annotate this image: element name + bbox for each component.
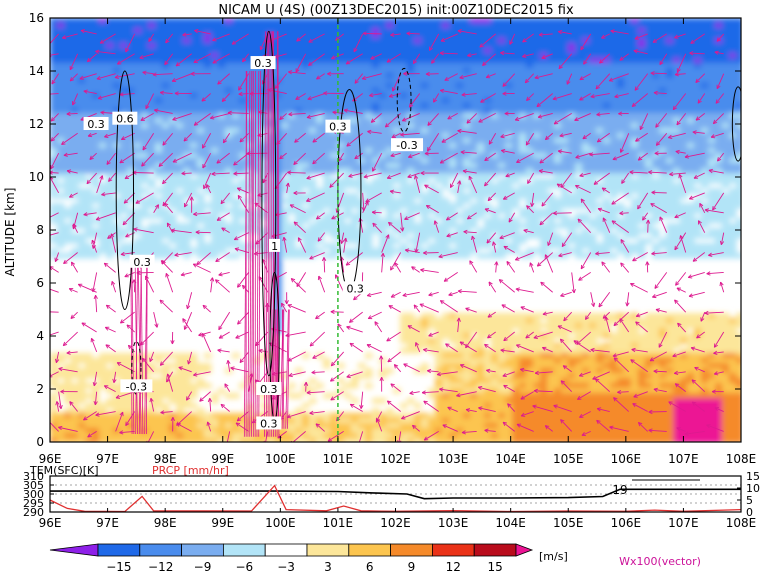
- chart-title: NICAM U (4S) (00Z13DEC2015) init:00Z10DE…: [218, 3, 574, 18]
- contour-label: 0.3: [329, 121, 347, 134]
- precipitation-tick-label: 5: [746, 494, 753, 507]
- temperature-tick-label: 290: [23, 506, 44, 519]
- x-tick-label: 108E: [726, 452, 757, 466]
- x-tick-label: 101E: [323, 452, 354, 466]
- colorbar-box: [390, 543, 433, 557]
- x-tick-label: 99E: [211, 452, 234, 466]
- precipitation-line: [49, 484, 742, 513]
- colorbar-tick-label: 6: [366, 560, 374, 574]
- contour-label: 0.6: [116, 113, 134, 126]
- colorbar-min-arrow: [49, 543, 99, 557]
- y-tick-label: 6: [36, 276, 44, 290]
- colorbar-tick-label: −15: [106, 560, 131, 574]
- colorbar-tick-label: −6: [235, 560, 253, 574]
- precipitation-label: PRCP [mm/hr]: [152, 464, 229, 477]
- colorbar-box: [348, 543, 391, 557]
- x-tick-label: 105E: [553, 452, 584, 466]
- colorbar-box: [97, 543, 141, 557]
- bottom-x-tick-label: 96E: [39, 516, 62, 530]
- contour-label: 0.3: [254, 57, 272, 70]
- colorbar-box: [473, 543, 517, 557]
- bottom-x-tick-label: 104E: [495, 516, 526, 530]
- colorbar-box: [222, 543, 266, 557]
- colorbar-tick-label: 15: [487, 560, 502, 574]
- precipitation-tick-label: 15: [746, 470, 760, 483]
- x-tick-label: 106E: [611, 452, 642, 466]
- x-tick-label: 104E: [495, 452, 526, 466]
- x-tick-label: 103E: [438, 452, 469, 466]
- precipitation-tick-label: 0: [746, 506, 753, 519]
- x-tick-label: 97E: [96, 452, 119, 466]
- bottom-x-tick-label: 103E: [438, 516, 469, 530]
- contour-label: 0.3: [260, 383, 278, 396]
- bottom-x-tick-label: 106E: [611, 516, 642, 530]
- bottom-x-tick-label: 108E: [726, 516, 757, 530]
- bottom-x-axis-ticks: 96E 97E 98E 99E 100E 101E 102E 103E 104E 105E 106E…: [39, 508, 757, 530]
- y-tick-label: 8: [36, 223, 44, 237]
- bottom-x-tick-label: 100E: [265, 516, 296, 530]
- colorbar-tick-label: 3: [324, 560, 332, 574]
- temperature-tick-label: 305: [23, 479, 44, 492]
- wind-field-plot: 0.3 0.6 0.3 -0.3 0.3 0.3 -0.3 0.3 1 0.3 0.3 96E 97E…: [3, 11, 756, 466]
- colorbar-tick-label: −3: [277, 560, 295, 574]
- y-tick-label: 16: [29, 11, 44, 25]
- vector-scale-label: Wx100(vector): [619, 555, 701, 568]
- surface-timeseries-panel: TEM(SFC)[K] PRCP [mm/hr] 19 310305300295…: [23, 464, 760, 530]
- bottom-x-tick-label: 101E: [323, 516, 354, 530]
- colorbar-box: [139, 543, 183, 557]
- bottom-x-tick-label: 98E: [154, 516, 177, 530]
- bottom-x-tick-label: 102E: [380, 516, 411, 530]
- color-scale-bar: −15 −12 −9 −6 −3 3 6 9 12 15: [49, 543, 534, 574]
- bottom-x-tick-label: 107E: [668, 516, 699, 530]
- temperature-tick-label: 300: [23, 488, 44, 501]
- contour-label: 0.3: [346, 282, 364, 295]
- temperature-tick-label: 295: [23, 497, 44, 510]
- colorbar-box: [181, 543, 224, 557]
- y-axis-ticks: 0 2 4 6 8 10 12 14 16: [29, 11, 741, 449]
- bottom-x-tick-label: 105E: [553, 516, 584, 530]
- colorbar-unit: [m/s]: [539, 550, 568, 563]
- y-tick-label: 14: [29, 64, 44, 78]
- x-tick-label: 96E: [39, 452, 62, 466]
- y-tick-label: 12: [29, 117, 44, 131]
- colorbar-box: [306, 543, 350, 557]
- contour-label: 0.3: [87, 118, 105, 131]
- y-tick-label: 4: [36, 329, 44, 343]
- x-tick-label: 98E: [154, 452, 177, 466]
- colorbar-box: [431, 543, 475, 557]
- x-tick-label: 107E: [668, 452, 699, 466]
- bottom-x-tick-label: 99E: [211, 516, 234, 530]
- contour-label: -0.3: [126, 380, 147, 393]
- x-tick-label: 102E: [380, 452, 411, 466]
- precipitation-tick-label: 10: [746, 482, 760, 495]
- temperature-label: TEM(SFC)[K]: [29, 464, 99, 477]
- contour-lines: [115, 30, 741, 422]
- wind-vectors: [50, 29, 725, 442]
- x-tick-label: 100E: [265, 452, 296, 466]
- colorbar-tick-label: −12: [148, 560, 173, 574]
- contour-labels: 0.3 0.6 0.3 -0.3 0.3 0.3 -0.3 0.3 1 0.3 0.3: [83, 56, 424, 430]
- colorbar-tick-label: 9: [408, 560, 416, 574]
- colorbar-tick-label: −9: [194, 560, 212, 574]
- y-tick-label: 2: [36, 382, 44, 396]
- temperature-tick-label: 310: [23, 470, 44, 483]
- bottom-x-tick-label: 97E: [96, 516, 119, 530]
- x-axis-ticks: 96E 97E 98E 99E 100E 101E 102E 103E 104E 105E 106E…: [39, 18, 757, 466]
- y-tick-label: 0: [36, 435, 44, 449]
- contour-label: 1: [271, 240, 278, 253]
- contour-label: -0.3: [396, 139, 417, 152]
- contour-label: 0.3: [133, 256, 151, 269]
- contour-label: 0.3: [260, 417, 278, 430]
- y-axis-label: ALTITUDE [km]: [3, 188, 17, 277]
- timeseries-annotation: 19: [612, 483, 627, 497]
- colorbar-max-arrow: [515, 543, 534, 557]
- colorbar-box: [264, 543, 308, 557]
- y-tick-label: 10: [29, 170, 44, 184]
- temperature-line: [50, 488, 741, 500]
- colorbar-tick-label: 12: [446, 560, 461, 574]
